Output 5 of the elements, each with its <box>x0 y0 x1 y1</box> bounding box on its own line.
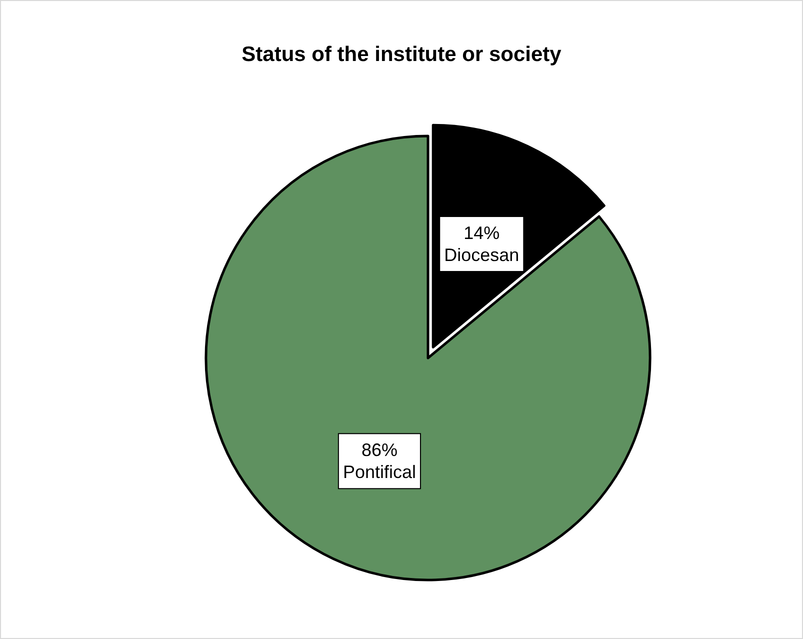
data-label: 14% <box>464 222 500 243</box>
slice-label: Pontifical <box>342 462 416 482</box>
data-label: 86% <box>361 440 398 460</box>
chart-title: Status of the institute or society <box>242 43 562 66</box>
slice-label: Diocesan <box>444 244 520 265</box>
